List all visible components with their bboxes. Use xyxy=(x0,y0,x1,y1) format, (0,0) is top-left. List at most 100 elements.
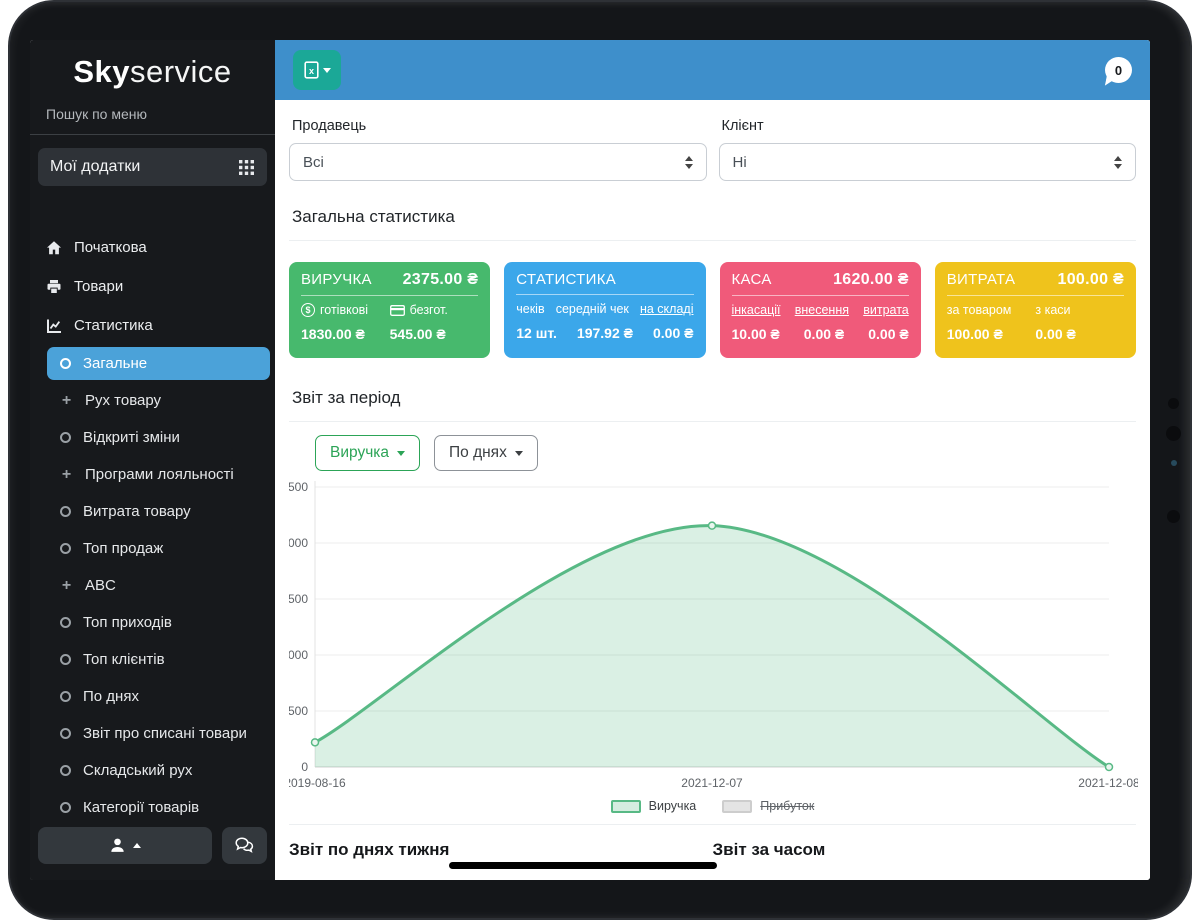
sidebar-subitem-label: Топ клієнтів xyxy=(83,651,165,668)
sidebar-subitem-label: Рух товару xyxy=(85,392,162,409)
sidebar-subitem-label: Витрата товару xyxy=(83,503,191,520)
card-title: ВИРУЧКА xyxy=(301,271,372,288)
circle-icon xyxy=(60,432,71,443)
caret-down-icon xyxy=(397,450,406,456)
client-select[interactable]: Ні xyxy=(718,143,1136,181)
menu-search-input[interactable]: Пошук по меню xyxy=(30,90,275,135)
sidebar-item-abc[interactable]: + ABC xyxy=(30,567,275,604)
my-apps-label: Мої додатки xyxy=(50,158,141,175)
chart-controls: Виручка По днях xyxy=(315,435,1136,471)
sidebar-item-prohramy-loyalnosti[interactable]: + Програми лояльності xyxy=(30,456,275,493)
card-title: ВИТРАТА xyxy=(946,271,1016,288)
sidebar-item-label: Товари xyxy=(74,278,124,295)
sidebar-item-po-dnyakh[interactable]: По днях xyxy=(30,678,275,715)
legend-item[interactable]: Виручка xyxy=(610,799,697,813)
card-col-label: середній чек xyxy=(555,302,629,316)
deposits-link[interactable]: внесення xyxy=(794,303,849,317)
sidebar-footer xyxy=(30,818,275,880)
caret-down-icon xyxy=(514,450,523,456)
sidebar-item-top-prykhodiv[interactable]: Топ приходів xyxy=(30,604,275,641)
circle-icon xyxy=(60,728,71,739)
sidebar-item-zagalne[interactable]: Загальне xyxy=(47,347,270,380)
camera-dot xyxy=(1166,426,1181,441)
divider xyxy=(731,295,909,296)
period-chart[interactable]: 0 500 1000 1500 2000 2500 2019-08-16 2021-12-07… xyxy=(289,477,1138,795)
svg-text:500: 500 xyxy=(289,704,308,718)
svg-text:1500: 1500 xyxy=(289,592,308,606)
cash-register-card[interactable]: КАСА 1620.00 ₴ інкасації внесення витрат… xyxy=(719,262,921,358)
legend-label: Прибуток xyxy=(760,799,815,813)
metric-dropdown-button[interactable]: Виручка xyxy=(315,435,421,471)
legend-item[interactable]: Прибуток xyxy=(722,799,814,813)
sidebar-menu: Початкова Товари Стати xyxy=(30,228,275,818)
logo-bold: Sky xyxy=(73,54,130,89)
tablet-screen: Skyservice Пошук по меню Мої додатки xyxy=(30,40,1150,880)
home-indicator[interactable] xyxy=(449,862,717,869)
statistics-card[interactable]: СТАТИСТИКА чеків середній чек на складі … xyxy=(504,262,706,358)
plus-icon: + xyxy=(61,466,72,483)
sidebar-item-vidkryti-zminy[interactable]: Відкриті зміни xyxy=(30,419,275,456)
excel-file-icon: x xyxy=(303,61,319,79)
bottom-sections-row: Звіт по днях тижня Звіт за часом xyxy=(289,840,1136,860)
logo-light: service xyxy=(129,54,232,89)
sidebar-item-spysani-tovary[interactable]: Звіт про списані товари xyxy=(30,715,275,752)
user-menu-button[interactable] xyxy=(38,826,212,864)
select-arrows-icon xyxy=(1114,155,1122,169)
sidebar-item-pochatkova[interactable]: Початкова xyxy=(30,228,275,267)
legend-label: Виручка xyxy=(648,799,697,813)
card-total: 2375.00 ₴ xyxy=(402,271,479,288)
sidebar-item-tovary[interactable]: Товари xyxy=(30,267,275,306)
card-total: 1620.00 ₴ xyxy=(833,271,909,288)
hourly-report-heading: Звіт за часом xyxy=(712,840,826,859)
chart-legend: Виручка Прибуток xyxy=(289,799,1136,813)
card-col-value: 0.00 ₴ xyxy=(653,325,694,341)
card-col-value: 10.00 ₴ xyxy=(731,326,780,342)
card-col-value: 1830.00 ₴ xyxy=(301,326,365,342)
card-total: 100.00 ₴ xyxy=(1057,271,1124,288)
printer-icon xyxy=(47,279,61,294)
expense-card[interactable]: ВИТРАТА 100.00 ₴ за товаром з каси 100.0… xyxy=(934,262,1136,358)
sidebar-item-label: Статистика xyxy=(74,317,153,334)
card-col-label: з каси xyxy=(1035,303,1071,317)
chat-icon xyxy=(235,836,254,853)
sidebar-item-statystyka[interactable]: Статистика xyxy=(30,306,275,345)
collections-link[interactable]: інкасації xyxy=(731,303,781,317)
client-label: Клієнт xyxy=(721,118,764,134)
general-stats-heading: Загальна статистика xyxy=(292,207,455,226)
in-stock-link[interactable]: на складі xyxy=(639,302,694,316)
home-icon xyxy=(47,240,61,254)
sidebar-item-rukh-tovaru[interactable]: + Рух товару xyxy=(30,382,275,419)
card-col-label: безгот. xyxy=(409,303,448,317)
card-col-label: за товаром xyxy=(946,303,1012,317)
sidebar-item-vytrata-tovaru[interactable]: Витрата товару xyxy=(30,493,275,530)
card-title: СТАТИСТИКА xyxy=(516,271,617,288)
sidebar-subitem-label: Складський рух xyxy=(83,762,193,779)
divider xyxy=(289,240,1136,241)
sidebar-item-top-kliyentiv[interactable]: Топ клієнтів xyxy=(30,641,275,678)
grouping-dropdown-button[interactable]: По днях xyxy=(434,435,538,471)
chart-line-icon xyxy=(47,319,61,333)
app-logo: Skyservice xyxy=(30,40,275,90)
card-col-value: 0.00 ₴ xyxy=(803,326,845,342)
notifications-badge[interactable]: 0 xyxy=(1105,57,1132,83)
card-col-value: 0.00 ₴ xyxy=(868,326,909,342)
revenue-card[interactable]: ВИРУЧКА 2375.00 ₴ $ готівкові безгот. xyxy=(289,262,491,358)
card-col-value: 12 шт. xyxy=(516,325,557,341)
coin-icon: $ xyxy=(301,303,315,317)
stat-cards-row: ВИРУЧКА 2375.00 ₴ $ готівкові безгот. xyxy=(289,262,1136,358)
sidebar-item-skladskyi-rukh[interactable]: Складський рух xyxy=(30,752,275,789)
support-chat-button[interactable] xyxy=(222,826,267,864)
my-apps-button[interactable]: Мої додатки xyxy=(38,148,267,186)
seller-select[interactable]: Всі xyxy=(289,143,707,181)
caret-up-icon xyxy=(133,842,141,848)
card-col-label: готівкові xyxy=(320,303,369,317)
expense-link[interactable]: витрата xyxy=(863,303,909,317)
sidebar-item-top-prodazh[interactable]: Топ продаж xyxy=(30,530,275,567)
svg-text:2019-08-16: 2019-08-16 xyxy=(289,776,346,790)
export-button[interactable]: x xyxy=(293,50,341,90)
weekday-report-heading: Звіт по днях тижня xyxy=(289,840,450,859)
circle-icon xyxy=(60,506,71,517)
card-col-value: 197.92 ₴ xyxy=(576,325,633,341)
camera-dot xyxy=(1167,510,1180,523)
sidebar-item-katehorii-tovariv[interactable]: Категорії товарів xyxy=(30,789,275,818)
